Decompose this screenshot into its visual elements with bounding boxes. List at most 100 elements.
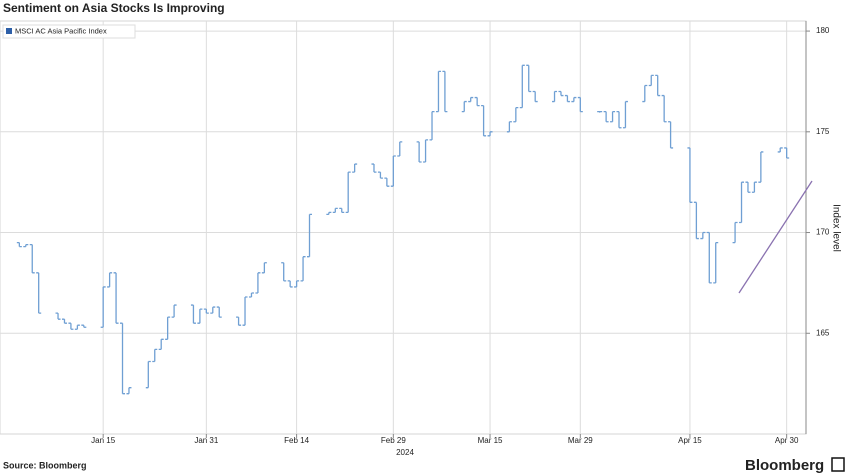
y-tick-label: 180 xyxy=(816,26,830,35)
ohlc-bar xyxy=(442,70,448,113)
x-tick-label: Apr 15 xyxy=(678,436,702,445)
brand-logo: Bloomberg xyxy=(745,457,824,474)
ohlc-bar xyxy=(487,131,493,137)
x-tick-label: Feb 29 xyxy=(381,436,406,445)
ohlc-bar xyxy=(197,308,203,324)
ohlc-bar xyxy=(255,272,261,294)
ohlc-bar xyxy=(564,94,570,103)
y-tick-label: 170 xyxy=(816,228,830,237)
ohlc-bar xyxy=(61,318,67,324)
y-axis-label: Index level xyxy=(830,204,841,252)
x-tick-label: Mar 15 xyxy=(478,436,503,445)
ohlc-bar xyxy=(203,308,209,314)
ohlc-bar xyxy=(616,111,622,129)
ohlc-bar xyxy=(706,231,712,284)
ohlc-bar xyxy=(248,292,254,298)
ohlc-bar xyxy=(713,241,719,284)
ohlc-bar xyxy=(171,304,177,318)
ohlc-bar xyxy=(326,211,332,216)
ohlc-bar xyxy=(474,96,480,107)
y-tick-label: 175 xyxy=(816,127,830,136)
ohlc-bar xyxy=(165,316,171,340)
ohlc-bar xyxy=(377,171,383,179)
x-tick-label: Feb 14 xyxy=(284,436,309,445)
ohlc-bar xyxy=(339,207,345,214)
ohlc-bar xyxy=(610,111,616,123)
ohlc-bar xyxy=(700,231,706,240)
ohlc-bar xyxy=(107,272,113,288)
ohlc-bar xyxy=(390,155,396,187)
ohlc-bar xyxy=(100,286,106,328)
ohlc-bar xyxy=(552,90,558,103)
ohlc-bar xyxy=(597,111,603,113)
ohlc-bar xyxy=(481,104,487,137)
plot-area xyxy=(0,20,807,435)
ohlc-bar xyxy=(74,324,80,330)
x-tick-label: Jan 15 xyxy=(91,436,116,445)
ohlc-bar xyxy=(126,387,132,395)
ohlc-bar xyxy=(120,322,126,395)
x-tick-label: Apr 30 xyxy=(775,436,799,445)
ohlc-bar xyxy=(36,272,42,314)
ohlc-bar xyxy=(384,177,390,187)
ohlc-bar xyxy=(693,201,699,240)
legend xyxy=(2,24,136,39)
ohlc-bar xyxy=(294,280,300,288)
ohlc-bar xyxy=(751,181,757,193)
ohlc-bar xyxy=(287,280,293,288)
ohlc-bar xyxy=(784,147,790,159)
ohlc-bar xyxy=(532,90,538,103)
x-tick-label: Mar 29 xyxy=(568,436,593,445)
ohlc-bar xyxy=(261,262,267,274)
ohlc-bar xyxy=(423,139,429,163)
ohlc-bar xyxy=(371,163,377,173)
ohlc-bar xyxy=(506,121,512,133)
ohlc-bar xyxy=(577,96,583,113)
ohlc-bar xyxy=(758,151,764,183)
ohlc-bar xyxy=(145,360,151,389)
ohlc-bar xyxy=(461,100,467,113)
ohlc-bar xyxy=(739,181,745,224)
ohlc-bar xyxy=(732,221,738,244)
ohlc-bar xyxy=(68,322,74,330)
ohlc-bar xyxy=(603,111,609,123)
ohlc-bar xyxy=(416,141,422,163)
ohlc-bar xyxy=(236,316,242,326)
ohlc-bar xyxy=(352,163,358,173)
ohlc-bar xyxy=(210,306,216,314)
ohlc-bar xyxy=(661,94,667,123)
ohlc-bar xyxy=(558,90,564,97)
ohlc-bar xyxy=(622,100,628,129)
ohlc-bar xyxy=(242,296,248,326)
ohlc-bar xyxy=(55,312,61,320)
trend-arrow xyxy=(738,180,813,294)
x-tick-label: Jan 31 xyxy=(194,436,219,445)
ohlc-bar xyxy=(158,338,164,351)
ohlc-bar xyxy=(648,74,654,87)
ohlc-bar xyxy=(642,84,648,103)
ohlc-bar xyxy=(216,306,222,318)
ohlc-bar xyxy=(668,121,674,149)
ohlc-bar xyxy=(429,111,435,141)
bars xyxy=(16,64,790,395)
ohlc-bar xyxy=(777,147,783,153)
ohlc-bar xyxy=(519,64,525,109)
ohlc-bar xyxy=(152,348,158,363)
chart-title: Sentiment on Asia Stocks Is Improving xyxy=(3,1,225,15)
ohlc-bar xyxy=(16,241,22,248)
source: Source: Bloomberg xyxy=(3,460,87,470)
brand-icon xyxy=(831,457,845,472)
ohlc-bar xyxy=(332,207,338,214)
ohlc-bar xyxy=(345,171,351,214)
y-tick-label: 165 xyxy=(816,328,830,337)
ohlc-bar xyxy=(435,70,441,113)
x-year-label: 2024 xyxy=(396,448,414,457)
ohlc-bar xyxy=(23,243,29,248)
ohlc-bar xyxy=(307,213,313,258)
ohlc-bar xyxy=(687,147,693,203)
ohlc-bar xyxy=(190,304,196,324)
ohlc-bar xyxy=(513,106,519,123)
ohlc-bar xyxy=(655,74,661,97)
ohlc-bar xyxy=(281,262,287,282)
